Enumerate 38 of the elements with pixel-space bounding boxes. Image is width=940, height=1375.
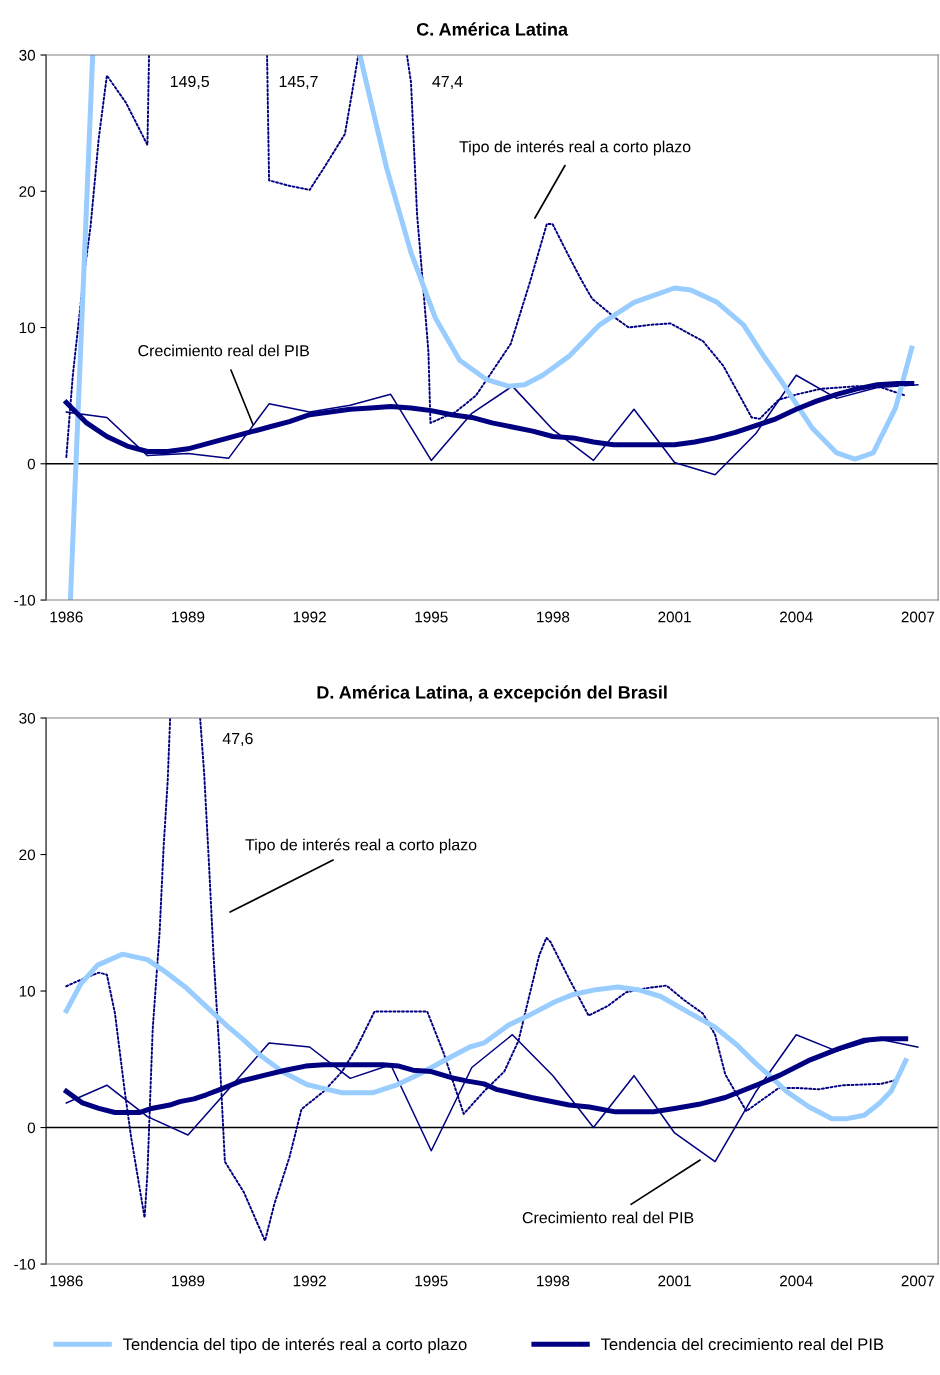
y-tick-label: 10: [19, 322, 36, 334]
x-tick-label: 1998: [537, 611, 570, 623]
y-tick-label: 0: [27, 1122, 36, 1134]
x-tick-label: 1998: [537, 1275, 570, 1287]
y-tick-label: -10: [14, 1258, 36, 1270]
x-tick-label: 1992: [293, 1275, 326, 1287]
annotation: Crecimiento real del PIB: [138, 344, 309, 357]
y-tick-label: 20: [19, 186, 36, 197]
annotation: 47,4: [432, 75, 463, 89]
x-tick-label: 2001: [658, 611, 691, 623]
annotation: 149,5: [170, 75, 209, 89]
x-tick-label: 2004: [779, 611, 813, 623]
x-tick-label: 1995: [415, 1275, 448, 1287]
y-tick-label: 30: [19, 712, 36, 724]
y-tick-label: 0: [27, 458, 36, 470]
y-tick-label: 10: [19, 985, 36, 997]
annotation: 145,7: [279, 75, 318, 89]
annotation: Tipo de interés real a corto plazo: [459, 140, 691, 156]
y-tick-label: 30: [19, 49, 36, 61]
x-tick-label: 1986: [50, 611, 83, 623]
x-tick-label: 1989: [172, 1275, 205, 1287]
x-tick-label: 1992: [293, 611, 326, 623]
x-tick-label: 2004: [779, 1275, 813, 1287]
y-tick-label: -10: [14, 594, 36, 606]
legend-label: Tendencia del crecimiento real del PIB: [600, 1337, 884, 1351]
annotation: Crecimiento real del PIB: [522, 1211, 694, 1224]
x-tick-label: 1989: [172, 611, 205, 623]
chart-title: D. América Latina, a excepción del Brasil: [317, 685, 667, 703]
y-tick-label: 20: [19, 849, 36, 861]
annotation: Tipo de interés real a corto plazo: [245, 838, 477, 854]
x-tick-label: 1986: [50, 1275, 83, 1287]
x-tick-label: 2007: [901, 611, 935, 623]
x-tick-label: 2007: [901, 1275, 935, 1287]
x-tick-label: 2001: [658, 1275, 691, 1287]
chart-title: C. América Latina: [416, 22, 569, 36]
x-tick-label: 1995: [415, 611, 448, 623]
annotation: 47,6: [222, 732, 253, 747]
legend-label: Tendencia del tipo de interés real a corto plazo: [123, 1337, 467, 1354]
